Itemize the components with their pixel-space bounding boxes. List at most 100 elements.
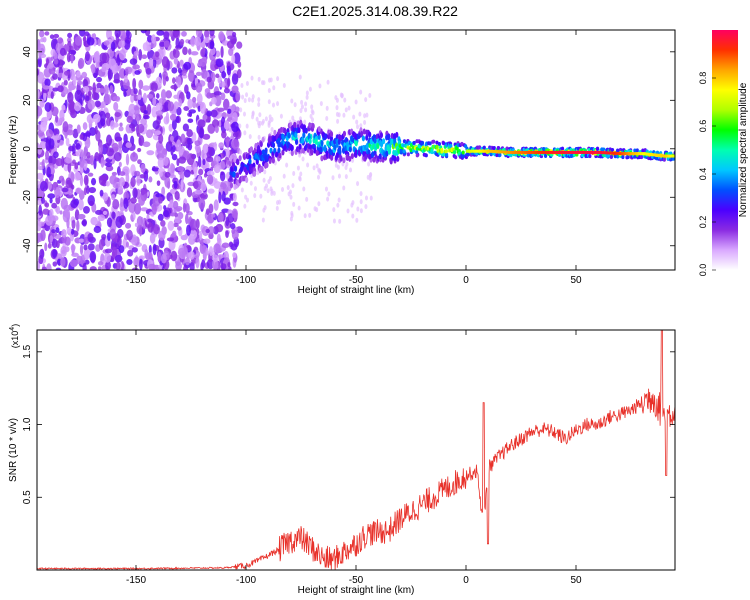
signal-blob [397, 147, 401, 154]
noise-blob [189, 261, 195, 270]
signal-blob [342, 130, 347, 137]
noise-blob [111, 171, 117, 176]
noise-blob [237, 61, 242, 68]
noise-blob [78, 238, 85, 243]
noise-blob [173, 57, 179, 65]
noise-blob [51, 215, 59, 222]
speckle-blob [331, 175, 335, 181]
noise-blob [220, 45, 224, 58]
signal-blob [430, 148, 434, 153]
signal-blob [252, 170, 257, 177]
noise-blob [118, 161, 122, 168]
noise-blob [206, 110, 212, 117]
signal-blob [281, 149, 285, 156]
noise-blob [204, 36, 210, 44]
signal-blob [259, 165, 264, 172]
signal-core [566, 150, 569, 154]
noise-blob [173, 180, 178, 189]
signal-blob [362, 128, 366, 135]
noise-blob [198, 58, 207, 67]
noise-blob [136, 123, 145, 134]
signal-core [654, 153, 657, 157]
noise-blob [140, 30, 147, 34]
speckle-blob [277, 199, 281, 205]
speckle-blob [339, 92, 343, 98]
noise-blob [37, 220, 42, 232]
speckle-blob [359, 89, 363, 95]
y-tick-label: -40 [22, 238, 33, 253]
signal-core [494, 150, 497, 154]
noise-blob [76, 220, 80, 232]
noise-blob [44, 242, 48, 252]
noise-blob [52, 261, 58, 267]
snr-panel: -150 -100 -50 0 50 0.5 1.0 1.5 Height of strai… [8, 324, 676, 596]
speckle-blob [359, 208, 363, 214]
noise-blob [207, 226, 215, 235]
noise-blob [95, 209, 103, 215]
noise-blob [93, 225, 102, 234]
signal-blob [290, 150, 294, 157]
signal-blob [245, 176, 249, 183]
y-tick-label: 0.5 [22, 490, 33, 504]
noise-blob [66, 52, 71, 63]
noise-blob [217, 212, 224, 223]
noise-blob [160, 89, 167, 101]
signal-blob [301, 137, 305, 144]
noise-blob [171, 153, 178, 161]
noise-blob [177, 226, 182, 231]
speckle-blob [286, 185, 290, 191]
noise-blob [53, 52, 58, 60]
signal-blob [639, 155, 644, 160]
noise-blob [113, 151, 122, 162]
noise-blob [232, 201, 239, 207]
signal-core [469, 149, 472, 153]
noise-blob [155, 110, 164, 116]
noise-blob [170, 250, 178, 262]
noise-blob [175, 37, 180, 49]
signal-blob [387, 134, 391, 141]
noise-blob [137, 147, 142, 153]
speckle-blob [243, 203, 247, 209]
signal-core [624, 152, 627, 156]
noise-blob [172, 77, 176, 84]
noise-blob [143, 110, 148, 115]
speckle-blob [265, 183, 269, 189]
noise-blob [157, 213, 164, 221]
noise-blob [181, 250, 186, 260]
noise-blob [172, 30, 180, 38]
speckle-blob [363, 113, 367, 119]
noise-blob [49, 235, 54, 243]
speckle-blob [349, 167, 353, 173]
noise-blob [101, 66, 107, 73]
noise-blob [125, 241, 129, 248]
noise-blob [158, 171, 163, 177]
speckle-blob [267, 77, 271, 83]
noise-blob [71, 219, 76, 230]
noise-blob [112, 96, 120, 102]
noise-blob [66, 129, 74, 136]
signal-core [559, 150, 562, 154]
speckle-blob [299, 108, 303, 114]
noise-blob [100, 156, 105, 168]
signal-blob [283, 144, 287, 151]
signal-blob [600, 147, 604, 152]
signal-blob [626, 154, 630, 159]
noise-blob [106, 217, 113, 228]
y-tick-label: 20 [22, 94, 33, 106]
signal-blob [412, 148, 416, 153]
noise-blob [191, 131, 197, 143]
speckle-blob [325, 105, 329, 111]
noise-blob [39, 30, 45, 38]
snr-x-label: Height of straight line (km) [298, 585, 415, 596]
noise-blob [40, 229, 46, 242]
noise-blob [213, 91, 222, 96]
signal-blob [444, 149, 448, 154]
noise-blob [214, 94, 222, 107]
noise-blob [231, 121, 240, 133]
noise-blob [144, 249, 149, 259]
noise-blob [130, 214, 134, 221]
noise-blob [166, 237, 175, 242]
noise-blob [47, 181, 52, 191]
speckle-blob [325, 115, 329, 121]
signal-core [582, 150, 585, 154]
